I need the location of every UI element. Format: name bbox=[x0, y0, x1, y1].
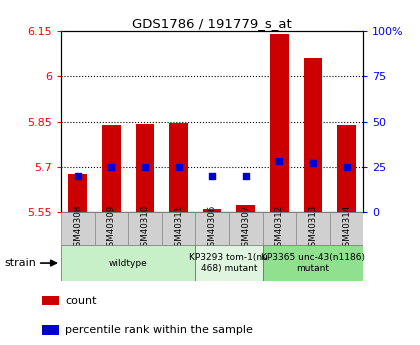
Bar bbox=[262, 212, 296, 245]
Point bbox=[108, 164, 115, 170]
Text: KP3365 unc-43(n1186)
mutant: KP3365 unc-43(n1186) mutant bbox=[261, 253, 365, 273]
Text: GSM40306: GSM40306 bbox=[207, 205, 217, 252]
Bar bbox=[337, 125, 356, 212]
Text: wildtype: wildtype bbox=[109, 258, 147, 268]
Point bbox=[175, 164, 182, 170]
Text: GSM40311: GSM40311 bbox=[174, 205, 183, 252]
Bar bbox=[102, 125, 121, 212]
Bar bbox=[68, 175, 87, 212]
Bar bbox=[162, 212, 195, 245]
Bar bbox=[203, 208, 221, 212]
Text: GSM40314: GSM40314 bbox=[342, 205, 351, 252]
Bar bbox=[128, 212, 162, 245]
Text: GSM40307: GSM40307 bbox=[241, 205, 250, 252]
Bar bbox=[330, 212, 363, 245]
Point bbox=[343, 164, 350, 170]
Text: GSM40310: GSM40310 bbox=[140, 205, 150, 252]
Text: percentile rank within the sample: percentile rank within the sample bbox=[65, 325, 253, 335]
Bar bbox=[195, 212, 229, 245]
Title: GDS1786 / 191779_s_at: GDS1786 / 191779_s_at bbox=[132, 17, 292, 30]
Text: count: count bbox=[65, 296, 97, 306]
Bar bbox=[229, 212, 262, 245]
Point bbox=[242, 173, 249, 179]
Bar bbox=[195, 245, 262, 281]
Point bbox=[74, 173, 81, 179]
Bar bbox=[136, 124, 154, 212]
Text: GSM40308: GSM40308 bbox=[73, 205, 82, 252]
Text: GSM40309: GSM40309 bbox=[107, 205, 116, 252]
Bar bbox=[61, 212, 94, 245]
Bar bbox=[236, 205, 255, 212]
Point bbox=[209, 173, 215, 179]
Point bbox=[310, 160, 316, 166]
Point bbox=[276, 159, 283, 164]
Point bbox=[142, 164, 148, 170]
Text: strain: strain bbox=[4, 258, 36, 268]
Bar bbox=[304, 58, 322, 212]
Text: GSM40312: GSM40312 bbox=[275, 205, 284, 252]
Text: GSM40313: GSM40313 bbox=[308, 205, 318, 252]
Text: KP3293 tom-1(nu
468) mutant: KP3293 tom-1(nu 468) mutant bbox=[189, 253, 268, 273]
Bar bbox=[270, 34, 289, 212]
Bar bbox=[169, 123, 188, 212]
Bar bbox=[296, 212, 330, 245]
Bar bbox=[61, 245, 195, 281]
Bar bbox=[94, 212, 128, 245]
Bar bbox=[262, 245, 363, 281]
